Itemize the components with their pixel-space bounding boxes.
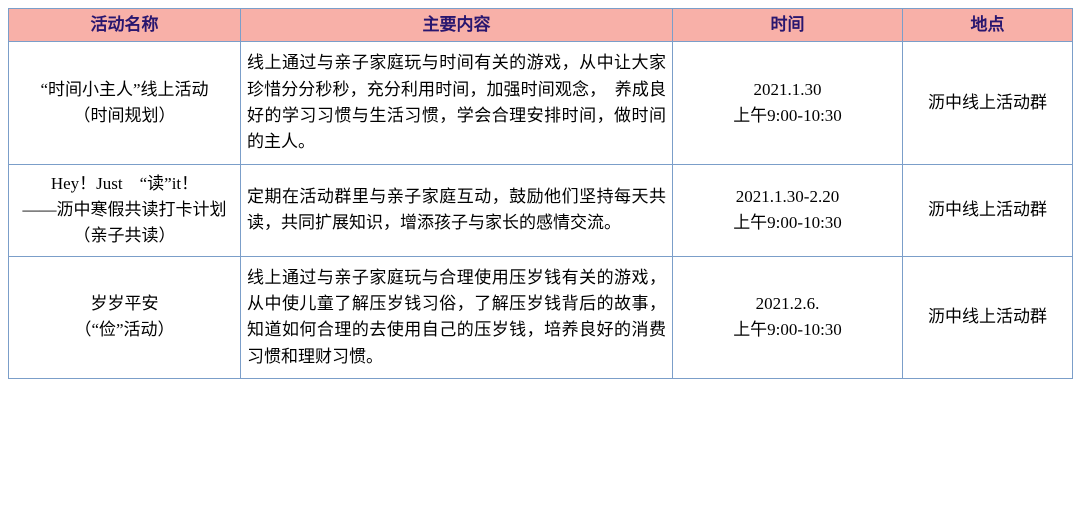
activity-place-cell: 沥中线上活动群 bbox=[903, 256, 1073, 378]
activity-content-cell: 线上通过与亲子家庭玩与时间有关的游戏，从中让大家珍惜分分秒秒，充分利用时间，加强… bbox=[241, 42, 673, 164]
activity-time-line: 2021.1.30 bbox=[754, 80, 822, 99]
activity-name-line: （“俭”活动） bbox=[74, 320, 174, 339]
activity-name-line: “时间小主人”线上活动 bbox=[40, 80, 208, 99]
activity-time-cell: 2021.1.30 上午9:00-10:30 bbox=[673, 42, 903, 164]
activity-content-cell: 定期在活动群里与亲子家庭互动，鼓励他们坚持每天共读，共同扩展知识，增添孩子与家长… bbox=[241, 164, 673, 256]
table-header-row: 活动名称 主要内容 时间 地点 bbox=[9, 9, 1073, 42]
activity-time-cell: 2021.1.30-2.20 上午9:00-10:30 bbox=[673, 164, 903, 256]
activity-name-cell: “时间小主人”线上活动 （时间规划） bbox=[9, 42, 241, 164]
activity-schedule-table: 活动名称 主要内容 时间 地点 “时间小主人”线上活动 （时间规划） 线上通过与… bbox=[8, 8, 1073, 379]
activity-place-cell: 沥中线上活动群 bbox=[903, 164, 1073, 256]
activity-time-line: 2021.2.6. bbox=[756, 294, 820, 313]
activity-name-line: （时间规划） bbox=[74, 106, 176, 125]
activity-time-line: 上午9:00-10:30 bbox=[733, 213, 842, 232]
header-main-content: 主要内容 bbox=[241, 9, 673, 42]
activity-place-cell: 沥中线上活动群 bbox=[903, 42, 1073, 164]
header-activity-name: 活动名称 bbox=[9, 9, 241, 42]
table-row: “时间小主人”线上活动 （时间规划） 线上通过与亲子家庭玩与时间有关的游戏，从中… bbox=[9, 42, 1073, 164]
activity-name-line: Hey！Just “读”it！ bbox=[51, 174, 198, 193]
activity-time-cell: 2021.2.6. 上午9:00-10:30 bbox=[673, 256, 903, 378]
activity-name-line: （亲子共读） bbox=[74, 226, 176, 245]
activity-name-cell: 岁岁平安 （“俭”活动） bbox=[9, 256, 241, 378]
activity-name-line: ——沥中寒假共读打卡计划 bbox=[23, 200, 227, 219]
table-row: 岁岁平安 （“俭”活动） 线上通过与亲子家庭玩与合理使用压岁钱有关的游戏，从中使… bbox=[9, 256, 1073, 378]
header-place: 地点 bbox=[903, 9, 1073, 42]
activity-content-cell: 线上通过与亲子家庭玩与合理使用压岁钱有关的游戏，从中使儿童了解压岁钱习俗，了解压… bbox=[241, 256, 673, 378]
activity-time-line: 2021.1.30-2.20 bbox=[736, 187, 839, 206]
activity-name-cell: Hey！Just “读”it！ ——沥中寒假共读打卡计划 （亲子共读） bbox=[9, 164, 241, 256]
activity-time-line: 上午9:00-10:30 bbox=[733, 320, 842, 339]
activity-time-line: 上午9:00-10:30 bbox=[733, 106, 842, 125]
table-row: Hey！Just “读”it！ ——沥中寒假共读打卡计划 （亲子共读） 定期在活… bbox=[9, 164, 1073, 256]
activity-name-line: 岁岁平安 bbox=[91, 294, 159, 313]
header-time: 时间 bbox=[673, 9, 903, 42]
